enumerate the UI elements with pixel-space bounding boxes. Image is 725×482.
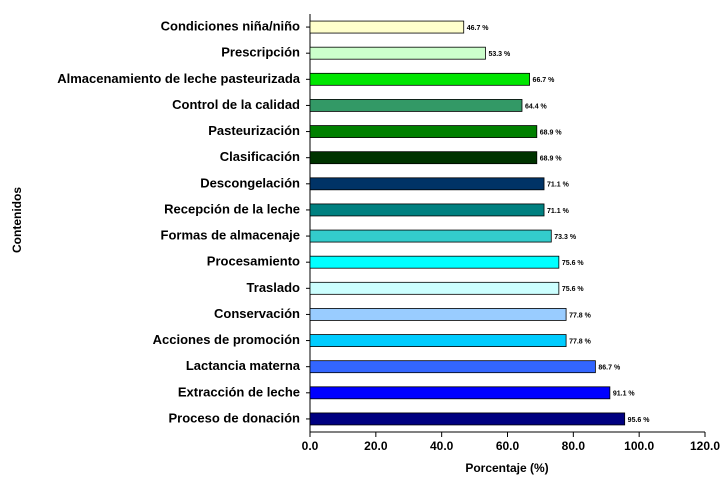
x-tick-label: 80.0 [562,439,586,453]
x-axis-title: Porcentaje (%) [465,461,548,475]
bar [309,412,626,426]
value-label: 71.1 % [547,208,570,215]
value-label: 86.7 % [598,365,621,372]
y-tick-label: Recepción de la leche [164,201,300,216]
bar [309,229,552,243]
value-label: 53.3 % [488,51,511,58]
value-label: 77.8 % [569,312,592,319]
bar [309,151,538,165]
y-tick-label: Procesamiento [207,254,300,269]
bar [309,203,545,217]
value-label: 73.3 % [554,234,577,241]
value-label: 71.1 % [547,182,570,189]
value-label: 75.6 % [562,260,585,267]
x-tick-label: 0.0 [302,439,319,453]
y-tick-label: Formas de almacenaje [161,228,300,243]
bar [309,46,486,60]
value-label: 91.1 % [613,391,636,398]
y-tick-label: Traslado [247,280,301,295]
value-label: 68.9 % [540,156,563,163]
bar [309,386,611,400]
y-tick-label: Conservación [214,306,300,321]
y-tick-label: Acciones de promoción [153,332,300,347]
bar [309,72,530,86]
x-tick-label: 60.0 [496,439,520,453]
y-tick-label: Clasificación [220,149,300,164]
value-label: 68.9 % [540,129,563,136]
y-tick-label: Proceso de donación [169,410,301,425]
x-tick-label: 40.0 [430,439,454,453]
bar [309,20,465,34]
bar [309,334,567,347]
x-tick-label: 20.0 [364,439,388,453]
value-label: 64.4 % [525,103,548,110]
y-tick-label: Prescripción [221,45,300,60]
y-tick-label: Lactancia materna [186,358,301,373]
bar [309,360,596,374]
bar [309,125,538,138]
y-tick-label: Almacenamiento de leche pasteurizada [57,71,301,86]
value-label: 75.6 % [562,286,585,293]
bar [309,308,567,321]
x-tick-label: 100.0 [624,439,654,453]
y-tick-label: Condiciones niña/niño [161,19,300,34]
value-label: 95.6 % [628,417,651,424]
value-label: 77.8 % [569,338,592,345]
y-tick-label: Extracción de leche [178,384,300,399]
y-tick-label: Control de la calidad [172,97,300,112]
y-tick-label: Pasteurización [208,123,300,138]
bar [309,255,560,269]
value-label: 66.7 % [533,77,556,84]
x-tick-label: 120.0 [690,439,720,453]
y-axis-title: Contenidos [10,187,24,253]
bar [309,281,560,295]
bar [309,99,523,112]
y-tick-label: Descongelación [200,175,300,190]
value-label: 46.7 % [467,25,490,32]
bar [309,177,545,191]
